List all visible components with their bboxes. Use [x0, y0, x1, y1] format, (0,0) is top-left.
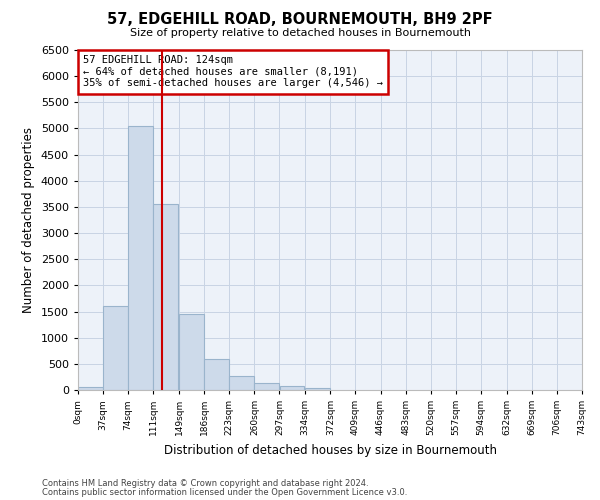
Bar: [78, 388, 103, 390]
Bar: [128, 126, 153, 390]
Bar: [229, 376, 254, 390]
Text: 57, EDGEHILL ROAD, BOURNEMOUTH, BH9 2PF: 57, EDGEHILL ROAD, BOURNEMOUTH, BH9 2PF: [107, 12, 493, 28]
Bar: [179, 314, 204, 390]
Bar: [280, 386, 304, 390]
Text: Contains HM Land Registry data © Crown copyright and database right 2024.: Contains HM Land Registry data © Crown c…: [42, 478, 368, 488]
Bar: [154, 204, 178, 390]
Bar: [305, 388, 329, 390]
Text: 57 EDGEHILL ROAD: 124sqm
← 64% of detached houses are smaller (8,191)
35% of sem: 57 EDGEHILL ROAD: 124sqm ← 64% of detach…: [83, 55, 383, 88]
Text: Size of property relative to detached houses in Bournemouth: Size of property relative to detached ho…: [130, 28, 470, 38]
Bar: [204, 358, 229, 390]
X-axis label: Distribution of detached houses by size in Bournemouth: Distribution of detached houses by size …: [163, 444, 497, 456]
Y-axis label: Number of detached properties: Number of detached properties: [22, 127, 35, 313]
Bar: [254, 382, 280, 390]
Text: Contains public sector information licensed under the Open Government Licence v3: Contains public sector information licen…: [42, 488, 407, 497]
Bar: [103, 306, 128, 390]
